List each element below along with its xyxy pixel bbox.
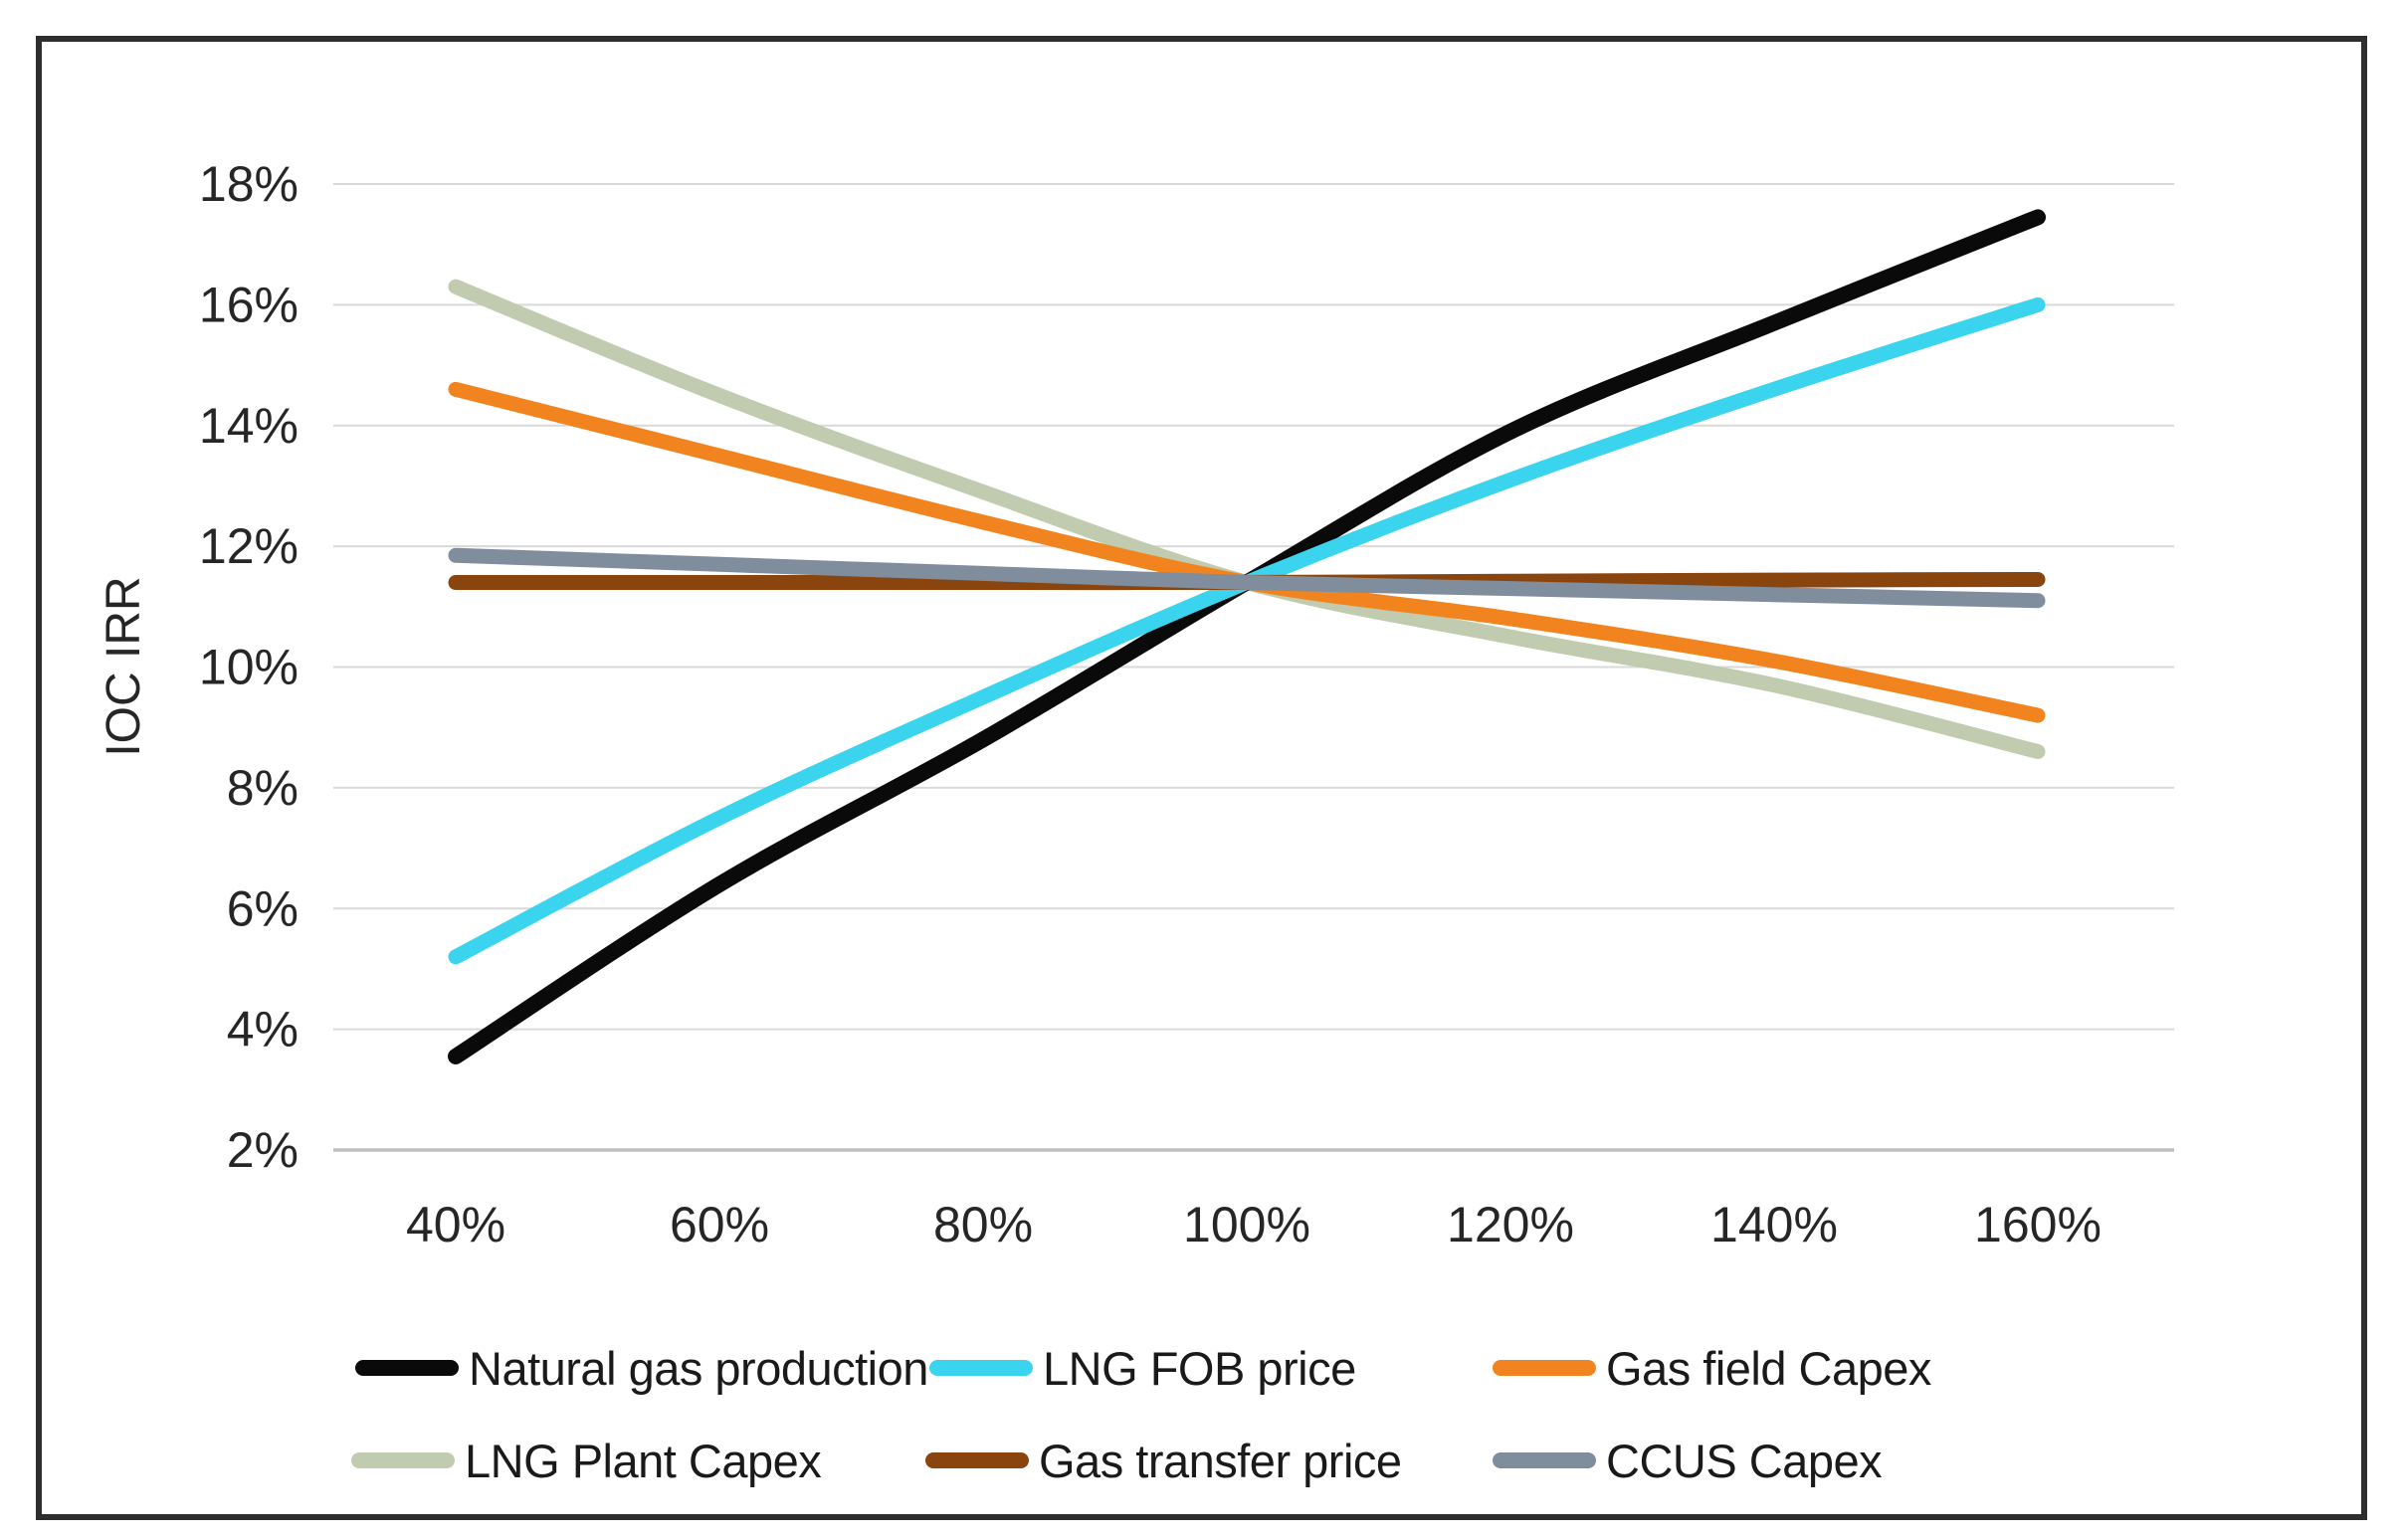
x-tick-label: 120% (1447, 1197, 1574, 1252)
y-axis-title: IOC IRR (98, 576, 150, 756)
legend-item-gas-field-capex[interactable]: Gas field Capex (1493, 1341, 1931, 1395)
legend-label: Gas transfer price (1039, 1434, 1402, 1487)
y-tick-label: 2% (227, 1122, 299, 1178)
x-tick-label: 80% (933, 1197, 1033, 1252)
y-tick-label: 12% (199, 518, 299, 574)
y-tick-label: 16% (199, 277, 299, 332)
x-tick-label: 140% (1710, 1197, 1838, 1252)
legend-label: LNG FOB price (1043, 1341, 1356, 1395)
x-tick-label: 60% (670, 1197, 769, 1252)
gridlines (333, 183, 2174, 1152)
legend-label: Natural gas production (469, 1341, 928, 1395)
x-tick-label: 160% (1974, 1197, 2102, 1252)
legend-swatch (1493, 1360, 1596, 1376)
legend-swatch (1493, 1452, 1596, 1468)
legend-label: Gas field Capex (1606, 1341, 1931, 1395)
legend-swatch (929, 1360, 1033, 1376)
legend-swatch (355, 1360, 459, 1376)
y-tick-label: 14% (199, 398, 299, 454)
legend-item-lng-fob-price[interactable]: LNG FOB price (929, 1341, 1356, 1395)
y-tick-label: 4% (227, 1002, 299, 1058)
legend-item-natural-gas-production[interactable]: Natural gas production (355, 1341, 928, 1395)
y-tick-label: 10% (199, 640, 299, 695)
x-tick-label: 40% (406, 1197, 505, 1252)
legend-label: LNG Plant Capex (465, 1434, 822, 1487)
y-tick-label: 6% (227, 880, 299, 936)
series-line-lng-plant-capex (448, 279, 2046, 759)
series-line-natural-gas-production (448, 209, 2046, 1064)
y-tick-label: 8% (227, 760, 299, 816)
legend-label: CCUS Capex (1606, 1434, 1883, 1487)
x-axis-tick-labels: 40% 60% 80% 100% 120% 140% 160% (406, 1197, 2102, 1252)
x-tick-label: 100% (1183, 1197, 1310, 1252)
y-tick-label: 18% (199, 156, 299, 212)
series-line-lng-fob-price (448, 296, 2046, 965)
legend-swatch (351, 1452, 455, 1468)
series-line-ccus-capex (448, 547, 2046, 609)
legend-item-gas-transfer-price[interactable]: Gas transfer price (925, 1434, 1402, 1487)
y-axis-tick-labels: 2% 4% 6% 8% 10% 12% 14% 16% 18% (199, 156, 299, 1178)
legend-swatch (925, 1452, 1029, 1468)
legend-item-lng-plant-capex[interactable]: LNG Plant Capex (351, 1434, 822, 1487)
legend-item-ccus-capex[interactable]: CCUS Capex (1493, 1434, 1883, 1487)
series-lines (448, 209, 2046, 1064)
